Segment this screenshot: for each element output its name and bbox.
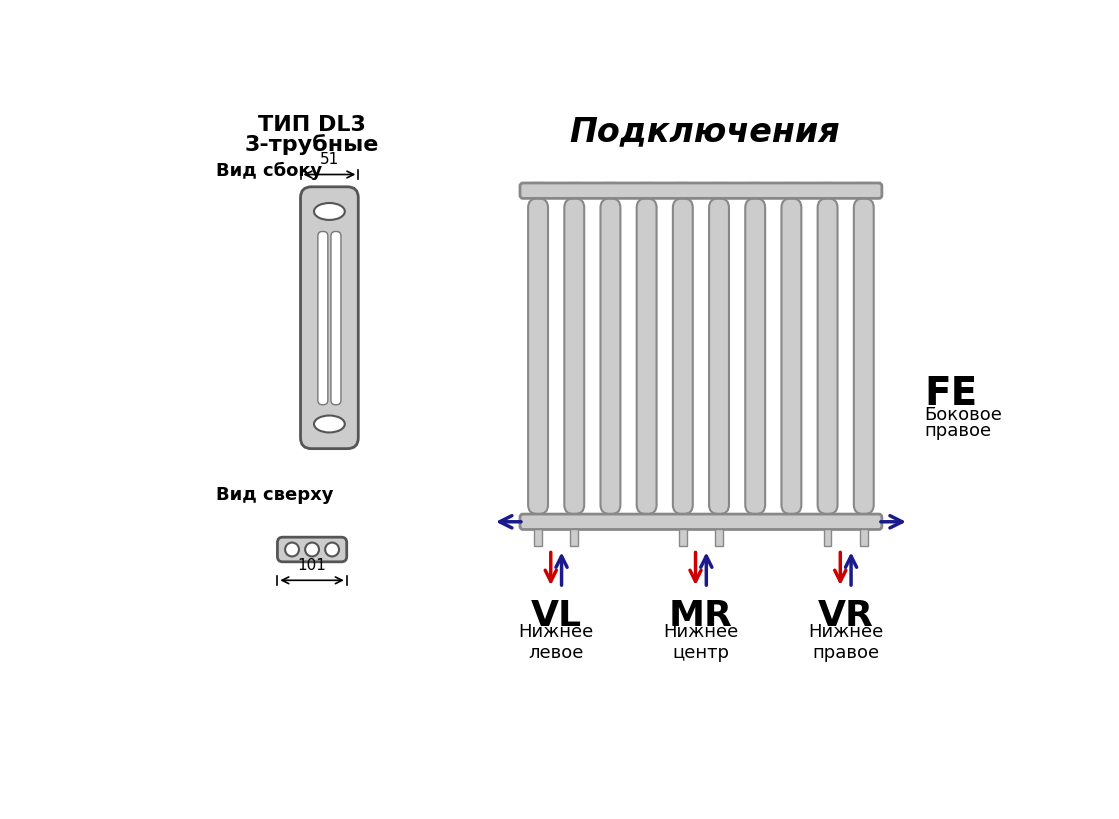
FancyBboxPatch shape bbox=[601, 183, 620, 197]
FancyBboxPatch shape bbox=[520, 514, 882, 529]
FancyBboxPatch shape bbox=[818, 183, 837, 197]
Text: Боковое: Боковое bbox=[924, 406, 1003, 424]
Text: Вид сбоку: Вид сбоку bbox=[216, 161, 322, 179]
Bar bbox=[571, 529, 579, 546]
Text: 3-трубные: 3-трубные bbox=[245, 133, 379, 155]
Text: правое: правое bbox=[924, 422, 991, 440]
Text: 101: 101 bbox=[298, 558, 327, 572]
Bar bbox=[520, 198, 882, 529]
FancyBboxPatch shape bbox=[854, 183, 874, 197]
Text: VR: VR bbox=[818, 599, 874, 633]
FancyBboxPatch shape bbox=[318, 232, 328, 405]
Text: ТИП DL3: ТИП DL3 bbox=[258, 115, 366, 135]
FancyBboxPatch shape bbox=[564, 198, 584, 514]
FancyBboxPatch shape bbox=[528, 183, 548, 197]
Bar bbox=[534, 529, 542, 546]
Text: Нижнее
правое: Нижнее правое bbox=[808, 623, 883, 663]
Circle shape bbox=[326, 542, 339, 556]
FancyBboxPatch shape bbox=[301, 187, 358, 449]
Circle shape bbox=[285, 542, 299, 556]
Text: Нижнее
левое: Нижнее левое bbox=[518, 623, 594, 663]
FancyBboxPatch shape bbox=[278, 537, 347, 562]
FancyBboxPatch shape bbox=[854, 198, 874, 514]
Text: FE: FE bbox=[924, 375, 978, 414]
Bar bbox=[859, 529, 867, 546]
Text: VL: VL bbox=[530, 599, 582, 633]
FancyBboxPatch shape bbox=[637, 183, 657, 197]
FancyBboxPatch shape bbox=[637, 198, 657, 514]
Ellipse shape bbox=[314, 203, 345, 220]
FancyBboxPatch shape bbox=[601, 198, 620, 514]
Text: MR: MR bbox=[669, 599, 733, 633]
FancyBboxPatch shape bbox=[673, 183, 693, 197]
Text: Вид сверху: Вид сверху bbox=[216, 486, 333, 505]
FancyBboxPatch shape bbox=[528, 198, 548, 514]
FancyBboxPatch shape bbox=[818, 198, 837, 514]
FancyBboxPatch shape bbox=[564, 183, 584, 197]
Ellipse shape bbox=[314, 415, 345, 432]
Bar bbox=[824, 529, 831, 546]
Circle shape bbox=[305, 542, 319, 556]
FancyBboxPatch shape bbox=[520, 183, 882, 198]
Text: 51: 51 bbox=[320, 152, 339, 167]
FancyBboxPatch shape bbox=[709, 198, 728, 514]
FancyBboxPatch shape bbox=[673, 198, 693, 514]
Bar bbox=[679, 529, 687, 546]
FancyBboxPatch shape bbox=[331, 232, 341, 405]
Text: Нижнее
центр: Нижнее центр bbox=[664, 623, 739, 663]
FancyBboxPatch shape bbox=[745, 198, 765, 514]
Bar bbox=[715, 529, 723, 546]
FancyBboxPatch shape bbox=[781, 183, 801, 197]
FancyBboxPatch shape bbox=[781, 198, 801, 514]
Text: Подключения: Подключения bbox=[570, 115, 840, 148]
FancyBboxPatch shape bbox=[745, 183, 765, 197]
FancyBboxPatch shape bbox=[709, 183, 728, 197]
